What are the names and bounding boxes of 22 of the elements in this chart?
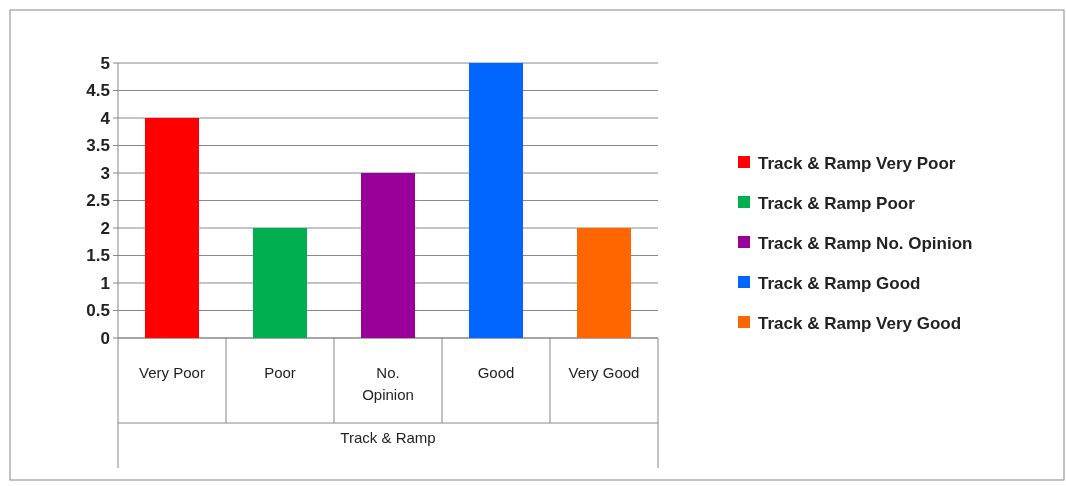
y-tick-label: 4 [100,108,111,128]
x-tick-label: Good [477,364,515,381]
y-tick-label: 4.5 [86,81,110,101]
y-tick-label: 3.5 [86,136,110,156]
y-tick-label: 0 [100,328,110,348]
y-tick-label: 2 [100,218,110,238]
x-axis-title: Track & Ramp [340,429,436,446]
x-tick-label: Poor [264,364,296,381]
legend-label: Track & Ramp Very Good [758,313,962,333]
x-tick-label: Very Good [568,364,640,381]
y-tick-label: 1.5 [86,246,110,266]
legend-label: Track & Ramp No. Opinion [758,233,973,253]
x-tick-label: Very Poor [139,364,205,381]
y-tick-label: 2.5 [86,191,110,211]
legend-label: Track & Ramp Very Poor [758,153,956,173]
y-tick-label: 3 [100,163,110,183]
x-tick-label: No. Opinion [362,364,414,403]
y-tick-label: 0.5 [86,301,110,321]
y-tick-label: 5 [100,53,110,73]
legend-label: Track & Ramp Poor [758,193,916,213]
y-tick-label: 1 [100,273,110,293]
legend-label: Track & Ramp Good [758,273,921,293]
